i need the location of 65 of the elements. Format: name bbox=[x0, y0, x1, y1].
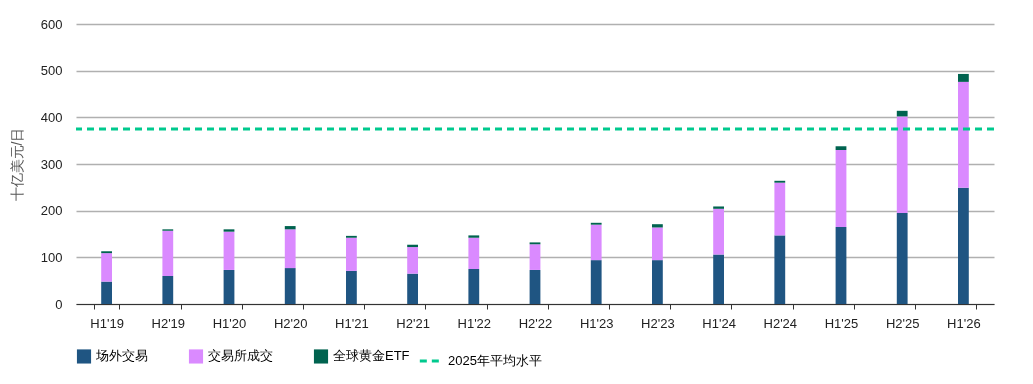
legend-label: 交易所成交 bbox=[208, 348, 273, 364]
bar bbox=[835, 146, 847, 150]
bar bbox=[468, 235, 480, 238]
x-tick-label: H1'25 bbox=[824, 315, 859, 331]
bar bbox=[896, 110, 908, 117]
bar bbox=[529, 269, 541, 304]
bar bbox=[407, 273, 418, 304]
y-tick-label: 200 bbox=[40, 203, 63, 219]
bar bbox=[468, 269, 480, 304]
bar bbox=[162, 276, 174, 304]
bar bbox=[346, 237, 357, 271]
legend-label: 场外交易 bbox=[95, 348, 148, 364]
x-tick-label: H1'20 bbox=[212, 315, 247, 331]
y-tick-label: 400 bbox=[40, 109, 63, 125]
bar bbox=[284, 268, 296, 304]
x-tick-label: H2'23 bbox=[641, 315, 675, 331]
x-tick-label: H2'22 bbox=[518, 315, 553, 331]
bar bbox=[835, 227, 847, 304]
y-tick-label: 300 bbox=[40, 156, 63, 172]
bar bbox=[652, 224, 663, 228]
y-tick-label: 600 bbox=[40, 16, 63, 32]
bar bbox=[713, 208, 724, 255]
bar bbox=[407, 247, 418, 274]
x-tick-label: H2'25 bbox=[885, 315, 920, 331]
bar bbox=[958, 187, 969, 304]
bar bbox=[223, 269, 235, 304]
x-tick-label: H1'21 bbox=[335, 315, 369, 331]
bar bbox=[284, 229, 296, 269]
y-tick-label: 100 bbox=[40, 249, 63, 265]
x-tick-label: H1'19 bbox=[90, 315, 124, 331]
bar bbox=[468, 237, 480, 269]
x-tick-label: H2'19 bbox=[151, 315, 186, 331]
bar bbox=[835, 150, 847, 227]
bar bbox=[590, 224, 602, 261]
x-tick-label: H2'21 bbox=[396, 315, 430, 331]
bar bbox=[713, 206, 724, 209]
bar bbox=[652, 227, 663, 261]
x-tick-label: H1'24 bbox=[702, 315, 736, 331]
y-axis-title: 十亿美元/日 bbox=[8, 127, 25, 202]
x-tick-label: H2'20 bbox=[273, 315, 308, 331]
bar bbox=[162, 230, 174, 276]
bar bbox=[958, 81, 969, 188]
x-tick-label: H1'26 bbox=[947, 315, 981, 331]
bar bbox=[284, 226, 296, 230]
bar bbox=[713, 254, 724, 304]
x-tick-label: H1'22 bbox=[457, 315, 492, 331]
bar bbox=[590, 260, 602, 304]
bar bbox=[958, 73, 969, 82]
bar bbox=[101, 281, 112, 304]
legend-label: 全球黄金ETF bbox=[333, 348, 410, 364]
y-tick-label: 0 bbox=[55, 296, 63, 312]
bar bbox=[101, 253, 112, 282]
x-tick-label: H1'23 bbox=[579, 315, 614, 331]
bar bbox=[529, 244, 541, 270]
y-tick-label: 500 bbox=[40, 63, 63, 79]
bar bbox=[652, 260, 663, 304]
bar bbox=[223, 231, 235, 270]
x-tick-label: H2'24 bbox=[763, 315, 798, 331]
bar bbox=[896, 116, 908, 213]
bar bbox=[774, 235, 786, 304]
bar bbox=[774, 182, 786, 236]
legend-label: 2025年平均水平 bbox=[448, 353, 542, 368]
bar bbox=[896, 213, 908, 304]
bar bbox=[346, 270, 357, 304]
bar bbox=[223, 229, 235, 232]
